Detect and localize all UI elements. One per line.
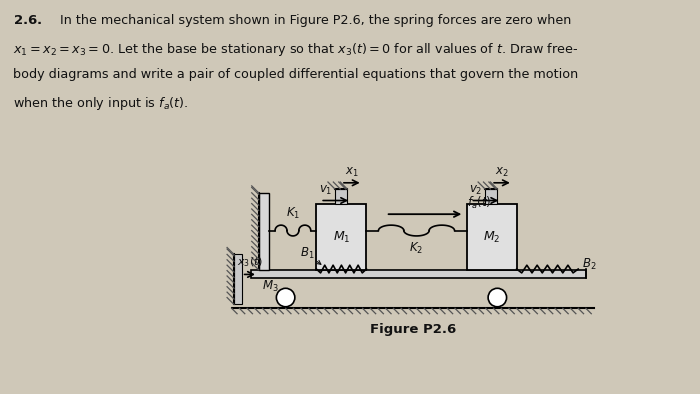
Text: $M_2$: $M_2$ [483, 230, 500, 245]
Bar [251, 270, 586, 277]
Text: $K_2$: $K_2$ [410, 241, 424, 256]
Text: $v_1$: $v_1$ [318, 184, 332, 197]
Bar [316, 204, 367, 270]
Text: $B_2$: $B_2$ [582, 257, 596, 272]
Text: body diagrams and write a pair of coupled differential equations that govern the: body diagrams and write a pair of couple… [13, 68, 578, 81]
Bar [234, 255, 241, 305]
Bar [466, 204, 517, 270]
Text: Figure P2.6: Figure P2.6 [370, 323, 456, 336]
Text: $M_1$: $M_1$ [332, 230, 350, 245]
Text: $B_1$: $B_1$ [300, 246, 315, 261]
Bar [335, 189, 347, 204]
Text: $x_2$: $x_2$ [495, 166, 509, 179]
Bar [258, 193, 270, 270]
Text: $K_1$: $K_1$ [286, 206, 300, 221]
Text: $\mathbf{2.6.}$: $\mathbf{2.6.}$ [13, 14, 42, 27]
Circle shape [276, 288, 295, 307]
Text: $v_2$: $v_2$ [469, 184, 482, 197]
Text: $x_1 = x_2 = x_3 = 0$. Let the base be stationary so that $x_3(t) = 0$ for all v: $x_1 = x_2 = x_3 = 0$. Let the base be s… [13, 41, 578, 58]
Bar [485, 189, 497, 204]
Text: $x_1$: $x_1$ [345, 166, 358, 179]
Text: In the mechanical system shown in Figure P2.6, the spring forces are zero when: In the mechanical system shown in Figure… [60, 14, 571, 27]
Circle shape [488, 288, 507, 307]
Text: $x_3(t)$: $x_3(t)$ [237, 255, 263, 269]
Text: when the only input is $f_a(t)$.: when the only input is $f_a(t)$. [13, 95, 188, 112]
Text: $M_3$: $M_3$ [262, 279, 279, 294]
Text: $f_a(t)$: $f_a(t)$ [466, 195, 491, 211]
